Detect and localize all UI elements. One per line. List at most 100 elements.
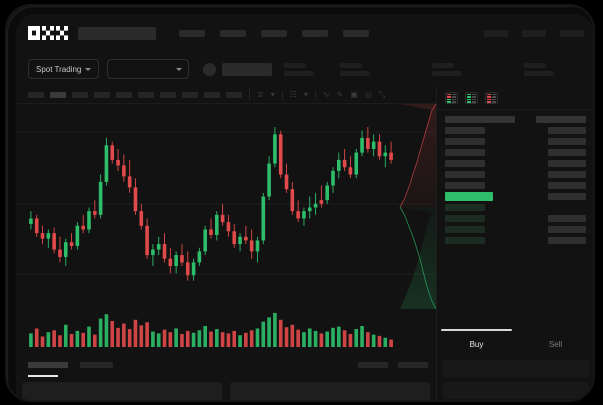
fullscreen-icon[interactable]: ⤡	[378, 89, 386, 99]
camera-icon[interactable]: ▣	[350, 89, 358, 99]
orderbook-row[interactable]	[437, 235, 593, 246]
timeframe-6[interactable]	[138, 91, 154, 98]
timeframe-4[interactable]	[94, 91, 110, 98]
amount-field[interactable]	[443, 382, 589, 399]
volume-bar	[151, 331, 155, 347]
orderbook-row[interactable]	[437, 224, 593, 235]
chart-type-icon[interactable]: ☷	[281, 90, 297, 99]
header-right-3[interactable]	[560, 29, 584, 37]
timeframe-10[interactable]	[226, 91, 242, 98]
orderbook-row[interactable]	[437, 169, 593, 180]
nav-item-5[interactable]	[343, 29, 369, 37]
timeframe-1[interactable]	[28, 91, 44, 98]
volume-bar	[180, 334, 184, 347]
pencil-icon[interactable]: ✎	[336, 89, 344, 99]
mode-bars-2	[452, 93, 456, 103]
orderbook-col-price	[445, 116, 515, 123]
volume-bar	[331, 327, 335, 347]
timeframe-9[interactable]	[204, 91, 220, 98]
timeframe-7[interactable]	[160, 91, 176, 98]
candle-body	[197, 251, 202, 263]
orderbook-mode-buy-icon[interactable]	[465, 92, 478, 104]
search-input[interactable]	[78, 26, 156, 40]
header-right-2[interactable]	[522, 29, 546, 37]
stat-1	[284, 62, 314, 76]
candle-body	[244, 236, 248, 241]
candle-body	[331, 170, 335, 186]
orderbook-row[interactable]	[437, 147, 593, 158]
orderbook-row[interactable]	[437, 191, 593, 202]
header-actions	[484, 29, 584, 37]
bottom-tab-label	[80, 362, 113, 368]
orderbook-row[interactable]	[437, 202, 593, 213]
tab-sell[interactable]: Sell	[516, 331, 593, 357]
nav-item-2[interactable]	[220, 29, 246, 37]
timeframe-5[interactable]	[116, 91, 132, 98]
orderbook-row[interactable]	[437, 158, 593, 169]
main-nav	[179, 29, 369, 37]
volume-bar	[366, 332, 370, 347]
volume-bar	[110, 321, 115, 347]
nav-item-4[interactable]	[302, 29, 328, 37]
timeframe-8[interactable]	[182, 91, 198, 98]
volume-bar	[325, 331, 329, 347]
candle-body	[133, 187, 138, 212]
volume-bar	[162, 329, 167, 347]
orderbook-list[interactable]	[437, 109, 593, 274]
header-right-1[interactable]	[484, 29, 508, 37]
bottom-tab-label	[28, 362, 68, 368]
stat-value	[340, 70, 370, 76]
orderbook-col-amount	[536, 116, 586, 123]
settings-icon[interactable]: ◎	[364, 89, 372, 99]
volume-bar	[360, 325, 364, 347]
line-tool-icon[interactable]: ∿	[314, 90, 330, 99]
chevron-down-icon[interactable]: ▾	[270, 89, 275, 99]
orderbook-header-row	[437, 114, 593, 125]
candle-body	[296, 211, 300, 219]
candle-body	[93, 211, 97, 215]
bottom-panel-1[interactable]	[22, 382, 222, 400]
chevron-down-icon-2[interactable]: ▾	[303, 89, 308, 99]
orderbook-row[interactable]	[437, 125, 593, 136]
pair-select-dropdown[interactable]	[107, 59, 190, 79]
orderbook-price-cell	[445, 215, 485, 222]
mode-bars	[447, 93, 451, 103]
bottom-tab-2[interactable]	[80, 362, 113, 368]
orderbook-row[interactable]	[437, 136, 593, 147]
okx-logo-icon[interactable]	[28, 26, 68, 40]
candle-series	[29, 126, 393, 281]
candle-body	[366, 137, 370, 149]
volume-bar	[93, 334, 97, 347]
indicators-icon[interactable]: ≣	[257, 89, 264, 99]
orderbook-mode-both-icon[interactable]	[445, 92, 458, 104]
volume-bar	[319, 333, 324, 347]
bottom-tab-1[interactable]	[28, 362, 68, 377]
nav-item-1[interactable]	[179, 29, 205, 37]
candle-body	[75, 225, 80, 246]
timeframe-2[interactable]	[50, 91, 66, 98]
nav-item-3[interactable]	[261, 29, 287, 37]
candle-body	[168, 258, 173, 267]
volume-bar	[116, 327, 120, 347]
bottom-action-2[interactable]	[398, 362, 428, 368]
candle-body	[249, 240, 254, 252]
orderbook-row[interactable]	[437, 213, 593, 224]
orderbook-price-cell	[445, 182, 485, 189]
volume-bar	[168, 332, 173, 347]
stat-label	[340, 62, 362, 68]
volume-bar	[290, 324, 295, 347]
tab-buy[interactable]: Buy	[437, 329, 516, 357]
price-chart[interactable]	[16, 103, 437, 354]
orderbook-price-cell	[445, 160, 485, 167]
orderbook-row[interactable]	[437, 180, 593, 191]
orderbook-mode-sell-icon[interactable]	[485, 92, 498, 104]
candle-body	[174, 255, 178, 267]
bottom-panel-2[interactable]	[230, 382, 430, 400]
bottom-action-1[interactable]	[358, 362, 388, 368]
price-field[interactable]	[443, 360, 589, 377]
timeframe-3[interactable]	[72, 91, 88, 98]
orderbook-price-cell	[445, 138, 485, 145]
volume-bar	[255, 328, 260, 347]
spot-trading-dropdown[interactable]: Spot Trading	[28, 59, 100, 79]
